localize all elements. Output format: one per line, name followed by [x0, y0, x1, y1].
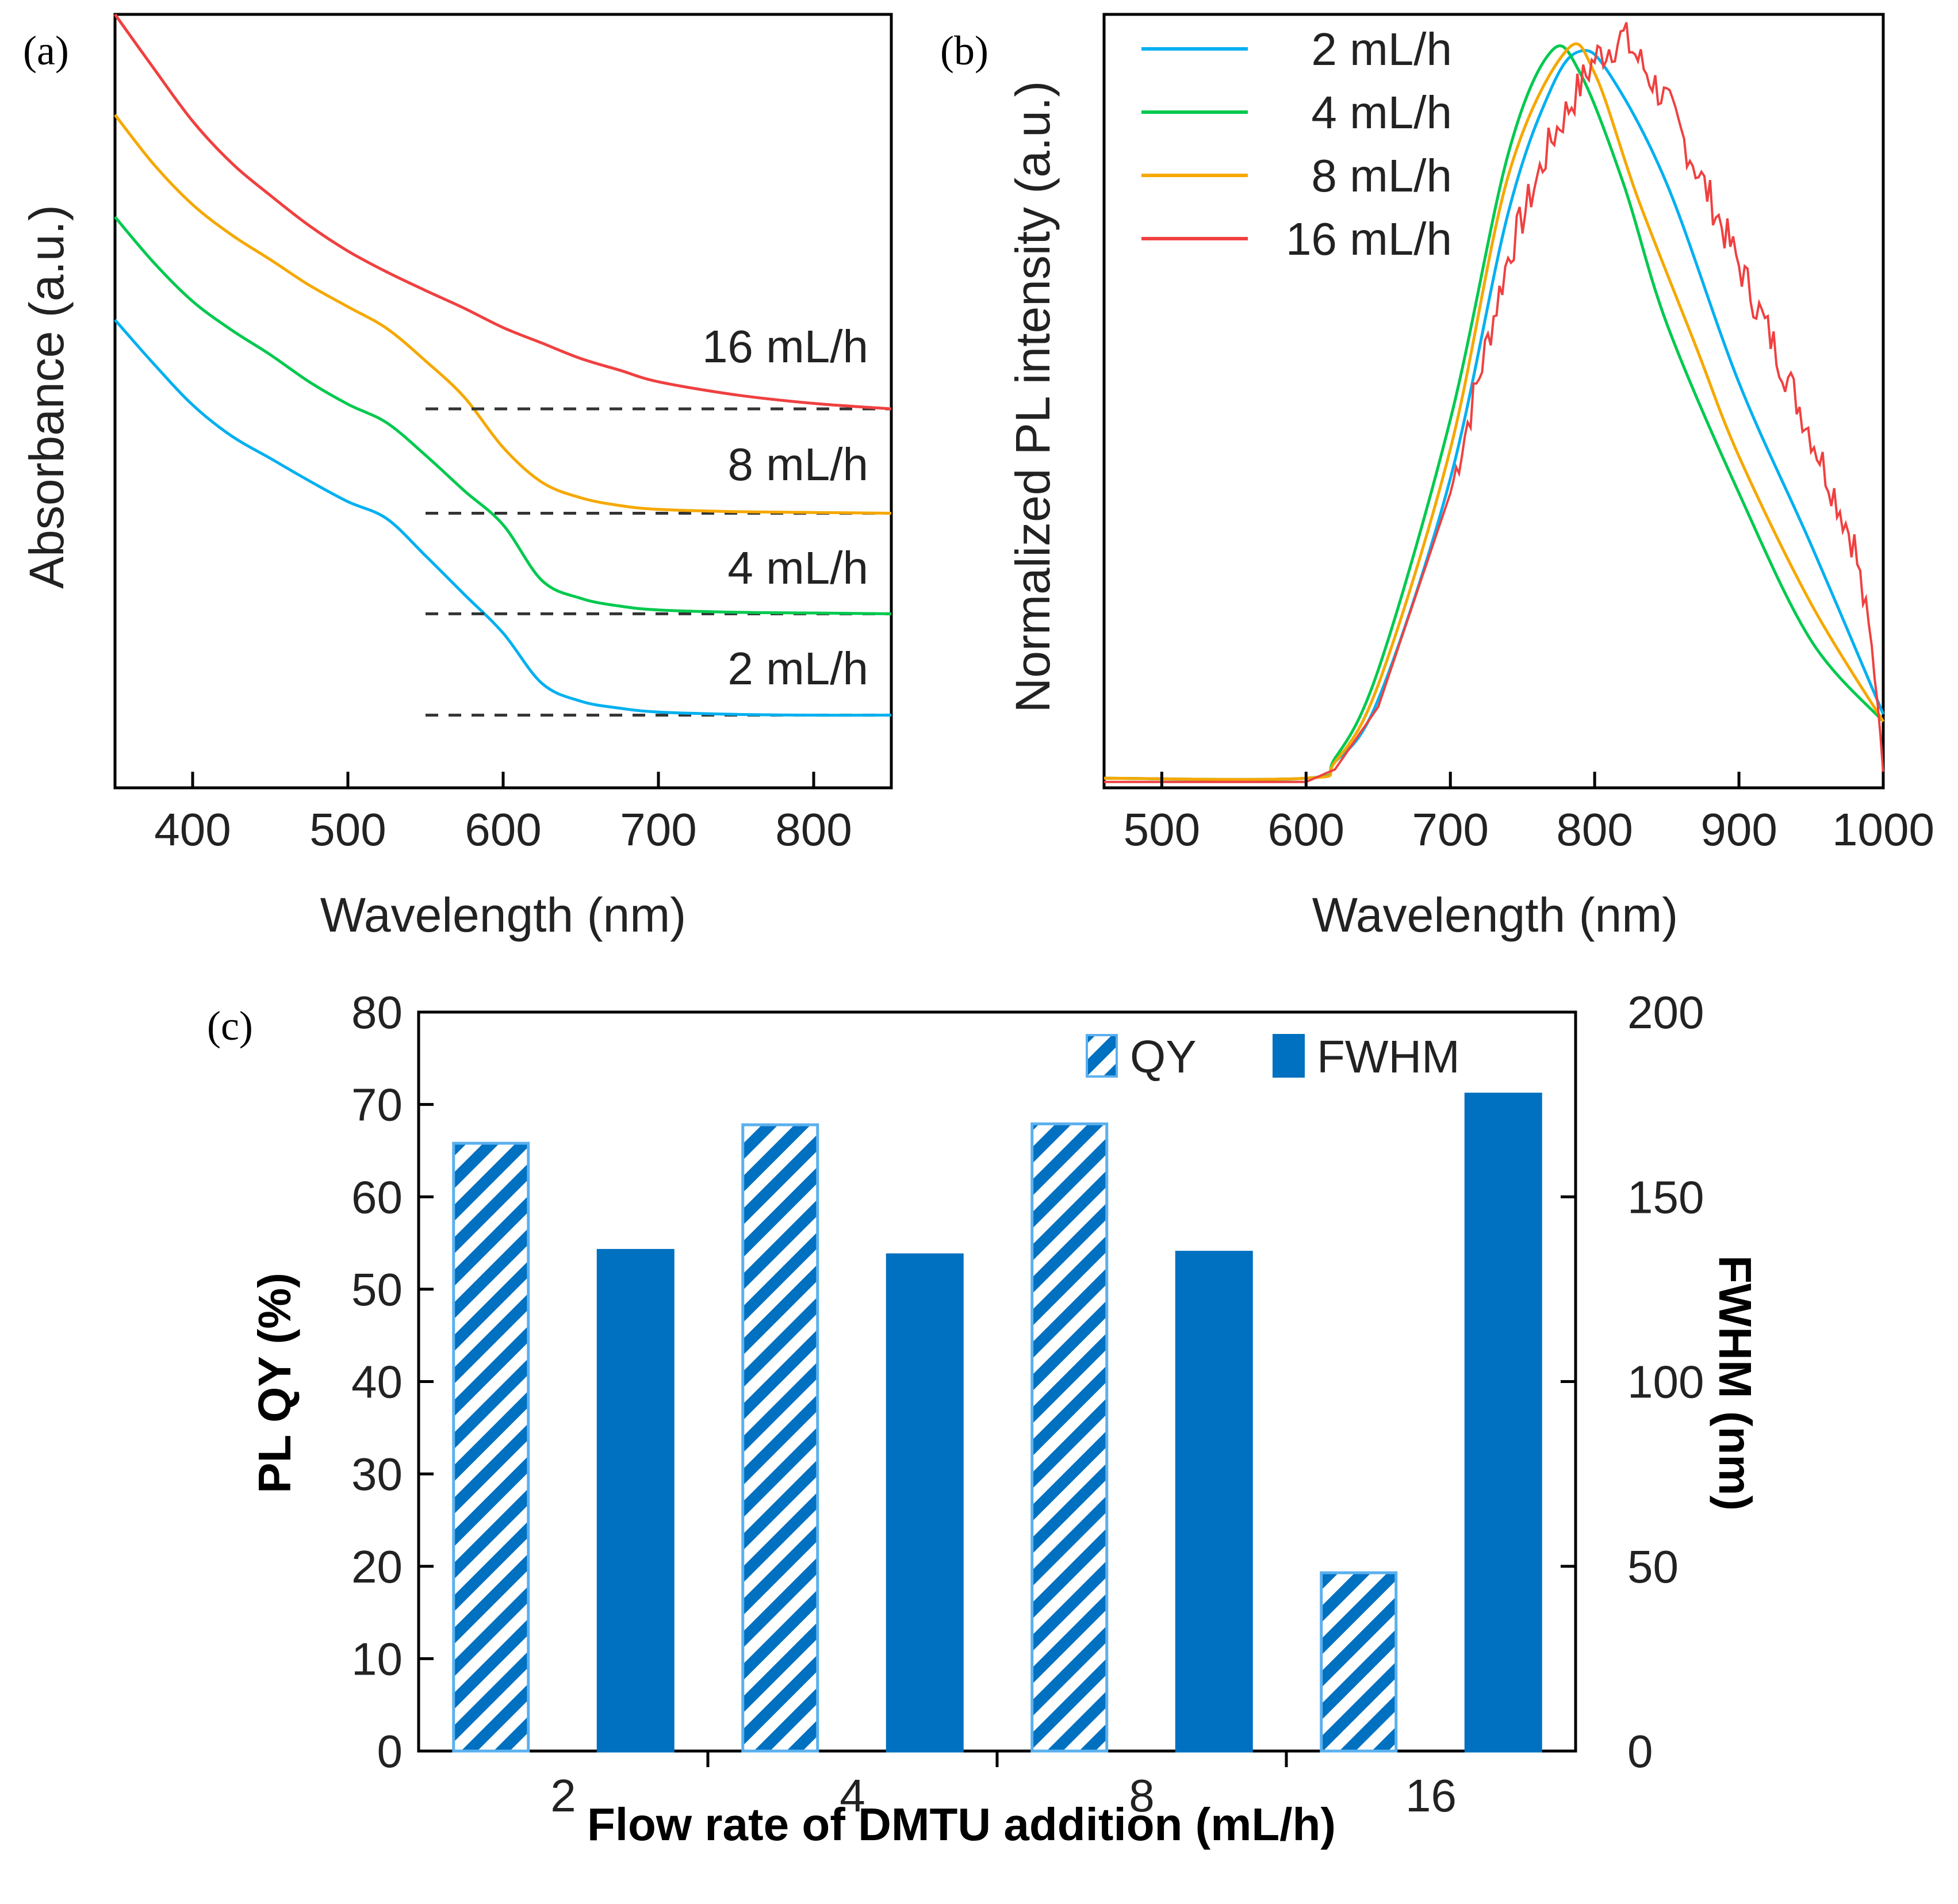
panel-c-x-ticks: 2 4 8 16	[550, 1751, 1457, 1821]
b-series-16-ml-h	[1104, 22, 1884, 783]
panel-b-ylabel: Normalized PL intensity (a.u.)	[1006, 81, 1060, 713]
panel-b-series	[1103, 22, 1885, 783]
c-bar-fwhm-8	[1175, 1251, 1253, 1753]
panel-a-label: (a)	[23, 28, 69, 74]
c-xtick-label-16: 16	[1405, 1770, 1457, 1821]
a-series-2-ml-h	[114, 319, 892, 717]
c-ytick-label-40: 40	[351, 1357, 403, 1408]
a-series-8-ml-h	[114, 114, 892, 515]
c-legend-label-fwhm: FWHM	[1317, 1031, 1460, 1082]
a-curve-label-2: 2 mL/h	[727, 643, 868, 694]
a-curve-label-8: 8 mL/h	[727, 439, 868, 490]
panel-c-bars: (c) 0 10 20 30 40 50 60 70 80 0 50 100 150 200 2 4 8 16…	[207, 987, 1761, 1850]
c-y2tick-label-100: 100	[1627, 1357, 1704, 1408]
c-ytick-label-80: 80	[351, 987, 403, 1038]
c-ytick-label-70: 70	[351, 1079, 403, 1131]
c-legend-swatch-fwhm	[1273, 1034, 1305, 1078]
a-curve-label-4: 4 mL/h	[727, 542, 868, 593]
c-ytick-label-20: 20	[351, 1541, 403, 1592]
c-legend-label-qy: QY	[1130, 1031, 1197, 1082]
panel-a-x-ticks: 400 500 600 700 800	[154, 772, 852, 855]
panel-a-curve-labels: 16 mL/h 8 mL/h 4 mL/h 2 mL/h	[702, 321, 868, 694]
panel-b-legend: 2 mL/h 4 mL/h 8 mL/h 16 mL/h	[1141, 24, 1452, 265]
b-xtick-label-700: 700	[1412, 804, 1488, 855]
panel-c-legend: QY FWHM	[1086, 1031, 1460, 1082]
panel-b-xlabel: Wavelength (nm)	[1312, 888, 1678, 942]
panel-c-y2label: FWHM (nm)	[1710, 1255, 1761, 1511]
panel-c-bars-group	[452, 1093, 1542, 1753]
c-y2tick-label-200: 200	[1627, 987, 1704, 1038]
c-bar-fwhm-2	[596, 1248, 675, 1753]
c-bar-qy-16	[1320, 1571, 1398, 1753]
a-series-4-ml-h	[114, 216, 892, 615]
c-bar-fwhm-4	[886, 1253, 964, 1753]
panel-b-x-ticks: 500 600 700 800 900 1000	[1124, 772, 1934, 855]
panel-c-plot-frame	[417, 1010, 1577, 1753]
c-xtick-label-8: 8	[1129, 1770, 1155, 1821]
panel-c-left-axis-ticks: 0 10 20 30 40 50 60 70 80	[351, 987, 434, 1777]
a-xtick-label-700: 700	[620, 804, 696, 855]
b-series-2-ml-h	[1103, 49, 1885, 781]
panel-a-series	[113, 13, 892, 717]
a-xtick-label-500: 500	[309, 804, 386, 855]
b-legend-label-8-ml-h: 8 mL/h	[1311, 150, 1452, 201]
a-curve-label-16: 16 mL/h	[702, 321, 868, 372]
a-xtick-label-800: 800	[775, 804, 852, 855]
c-bar-qy-8	[1030, 1122, 1109, 1753]
panel-b-pl: (b) 500 600 700 800 900 1000 Wavelength (nm) …	[940, 13, 1934, 942]
c-xtick-label-2: 2	[550, 1770, 576, 1821]
b-xtick-label-1000: 1000	[1832, 804, 1934, 855]
c-xtick-label-4: 4	[840, 1770, 865, 1821]
panel-c-xlabel: Flow rate of DMTU addition (mL/h)	[587, 1799, 1336, 1850]
c-y2tick-label-0: 0	[1627, 1726, 1653, 1777]
b-series-8-ml-h	[1103, 42, 1885, 781]
c-bar-fwhm-16	[1464, 1093, 1542, 1753]
c-legend-swatch-qy	[1086, 1034, 1118, 1078]
c-bar-qy-2	[452, 1141, 530, 1753]
panel-c-ylabel: PL QY (%)	[249, 1273, 300, 1493]
a-xtick-label-400: 400	[154, 804, 231, 855]
panel-a-ylabel: Absorbance (a.u.)	[20, 205, 74, 589]
b-legend-label-16-ml-h: 16 mL/h	[1286, 213, 1452, 265]
c-ytick-label-0: 0	[377, 1726, 403, 1777]
panel-a-xlabel: Wavelength (nm)	[320, 888, 686, 942]
panel-b-label: (b)	[940, 28, 988, 74]
panel-c-label: (c)	[207, 1003, 253, 1049]
panel-a-absorbance: (a) 400 500 600 700 800 Wavelength (nm) Abso…	[20, 13, 893, 942]
c-y2tick-label-150: 150	[1627, 1171, 1704, 1223]
c-ytick-label-30: 30	[351, 1449, 403, 1500]
b-series-4-ml-h	[1103, 44, 1884, 781]
b-xtick-label-600: 600	[1268, 804, 1344, 855]
panel-b-plot-frame	[1102, 13, 1885, 790]
c-ytick-label-60: 60	[351, 1171, 403, 1223]
b-legend-label-2-ml-h: 2 mL/h	[1311, 24, 1452, 75]
b-xtick-label-800: 800	[1556, 804, 1633, 855]
c-bar-qy-4	[741, 1123, 819, 1753]
b-legend-label-4-ml-h: 4 mL/h	[1311, 87, 1452, 138]
panel-c-right-axis-ticks: 0 50 100 150 200	[1561, 987, 1704, 1777]
a-series-16-ml-h	[113, 13, 892, 411]
b-xtick-label-500: 500	[1124, 804, 1200, 855]
c-y2tick-label-50: 50	[1627, 1541, 1679, 1592]
c-ytick-label-50: 50	[351, 1264, 403, 1315]
a-xtick-label-600: 600	[465, 804, 541, 855]
c-ytick-label-10: 10	[351, 1633, 403, 1684]
b-xtick-label-900: 900	[1700, 804, 1777, 855]
